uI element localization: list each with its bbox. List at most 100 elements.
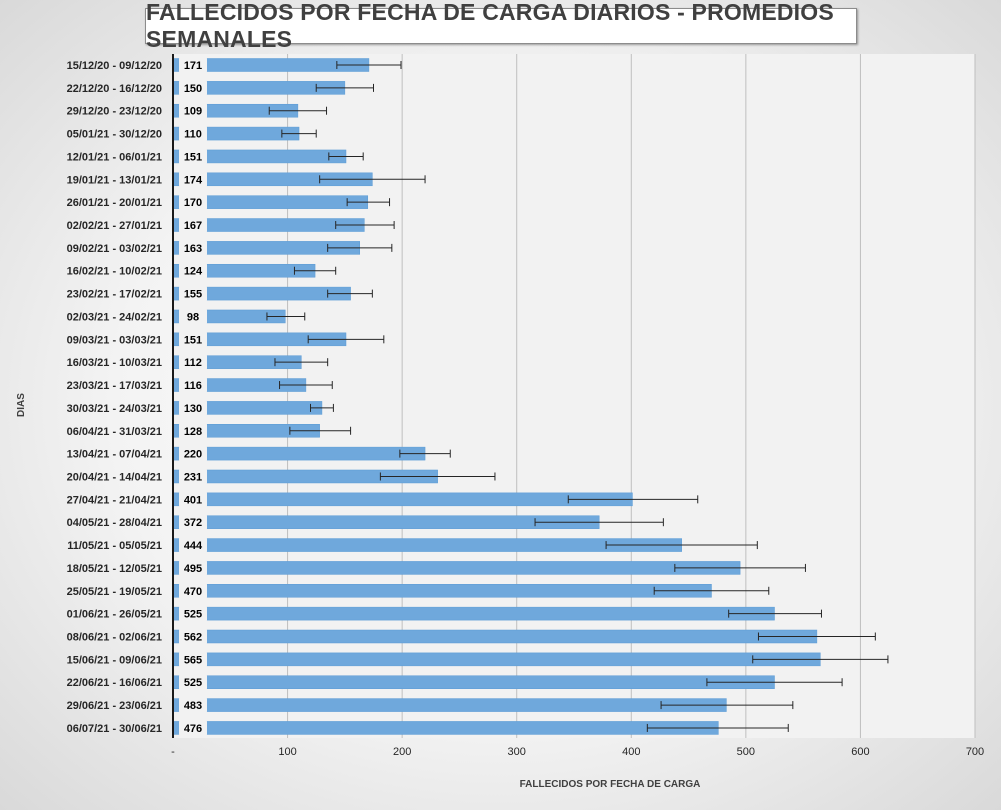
bar <box>172 652 821 667</box>
data-label: 476 <box>179 719 207 736</box>
category-label: 27/04/21 - 21/04/21 <box>67 494 162 506</box>
error-bar <box>309 403 334 412</box>
category-label: 11/05/21 - 05/05/21 <box>67 540 162 552</box>
error-bar <box>327 289 373 298</box>
error-bar <box>281 129 317 138</box>
data-label: 220 <box>179 445 207 462</box>
error-bar <box>293 266 337 275</box>
category-label: 30/03/21 - 24/03/21 <box>67 403 162 415</box>
category-label: 23/03/21 - 17/03/21 <box>67 380 162 392</box>
category-label: 20/04/21 - 14/04/21 <box>67 471 162 483</box>
category-label: 29/12/20 - 23/12/20 <box>67 106 162 118</box>
error-bar <box>674 563 806 572</box>
data-label: 170 <box>179 194 207 211</box>
error-bar <box>289 426 352 435</box>
bar <box>172 721 719 735</box>
x-tick-label: - <box>171 746 175 758</box>
category-label: 09/02/21 - 03/02/21 <box>67 243 162 255</box>
data-labels: 171 150 109 110 151 174 170 167 163 124 155 98 151 11… <box>179 57 207 736</box>
svg-text:110: 110 <box>184 129 202 141</box>
category-label: 12/01/21 - 06/01/21 <box>67 151 162 163</box>
error-bar <box>266 312 306 321</box>
error-bar <box>319 175 426 184</box>
svg-text:470: 470 <box>184 586 202 598</box>
data-label: 150 <box>179 79 207 96</box>
error-bars <box>266 61 889 732</box>
svg-text:220: 220 <box>184 449 202 461</box>
svg-text:401: 401 <box>184 494 202 506</box>
svg-text:151: 151 <box>184 151 202 163</box>
error-bar <box>399 449 451 458</box>
svg-text:444: 444 <box>184 540 203 552</box>
bar <box>172 584 712 598</box>
category-label: 15/12/20 - 09/12/20 <box>67 60 162 72</box>
category-label: 01/06/21 - 26/05/21 <box>67 609 162 621</box>
error-bar <box>268 106 328 115</box>
gridlines <box>287 54 976 738</box>
svg-text:495: 495 <box>184 563 202 575</box>
svg-text:150: 150 <box>184 83 202 95</box>
y-axis-title: DIAS <box>16 393 27 417</box>
category-label: 26/01/21 - 20/01/21 <box>67 197 162 209</box>
x-tick-label: 400 <box>622 746 640 758</box>
data-label: 151 <box>179 148 207 165</box>
category-label: 05/01/21 - 30/12/20 <box>67 129 162 141</box>
x-tick-label: 100 <box>278 746 296 758</box>
error-bar <box>757 632 876 641</box>
category-label: 08/06/21 - 02/06/21 <box>67 632 162 644</box>
data-label: 565 <box>179 651 207 668</box>
x-tick-label: 700 <box>966 746 984 758</box>
error-bar <box>660 701 794 710</box>
error-bar <box>327 243 393 252</box>
error-bar <box>315 83 374 92</box>
category-label: 23/02/21 - 17/02/21 <box>67 289 162 301</box>
data-label: 109 <box>179 102 207 119</box>
bar <box>172 561 741 575</box>
error-bar <box>336 61 402 69</box>
error-bar <box>728 609 822 618</box>
category-label: 09/03/21 - 03/03/21 <box>67 334 162 346</box>
category-label: 25/05/21 - 19/05/21 <box>67 586 162 598</box>
bar <box>172 629 818 644</box>
data-label: 372 <box>179 514 207 531</box>
data-label: 562 <box>179 628 207 645</box>
category-label: 22/12/20 - 16/12/20 <box>67 83 162 95</box>
data-label: 174 <box>179 171 207 188</box>
error-bar <box>534 518 664 527</box>
data-label: 525 <box>179 605 207 622</box>
data-label: 110 <box>179 125 207 142</box>
error-bar <box>646 723 789 732</box>
error-bar <box>605 541 758 550</box>
svg-text:116: 116 <box>184 380 202 392</box>
bar <box>172 675 775 689</box>
error-bar <box>307 335 385 344</box>
svg-text:483: 483 <box>184 700 202 712</box>
error-bar <box>379 472 496 481</box>
data-label: 444 <box>179 537 207 554</box>
x-tick-label: 500 <box>737 746 755 758</box>
svg-text:525: 525 <box>184 609 202 621</box>
error-bar <box>279 381 333 390</box>
x-tick-label: 200 <box>393 746 411 758</box>
svg-text:130: 130 <box>184 403 202 415</box>
data-label: 98 <box>179 308 207 325</box>
svg-text:525: 525 <box>184 677 202 689</box>
category-label: 19/01/21 - 13/01/21 <box>67 174 162 186</box>
svg-text:155: 155 <box>184 289 202 301</box>
x-axis-title: FALLECIDOS POR FECHA DE CARGA <box>520 779 701 790</box>
svg-text:372: 372 <box>184 517 202 529</box>
data-label: 116 <box>179 377 207 394</box>
data-label: 112 <box>179 354 207 371</box>
svg-text:170: 170 <box>184 197 202 209</box>
bar <box>172 606 775 621</box>
svg-text:476: 476 <box>184 723 202 735</box>
data-label: 525 <box>179 674 207 691</box>
data-label: 151 <box>179 331 207 348</box>
error-bar <box>328 152 364 161</box>
svg-text:151: 151 <box>184 334 202 346</box>
error-bar <box>706 678 843 687</box>
x-tick-label: 600 <box>851 746 869 758</box>
category-label: 02/02/21 - 27/01/21 <box>67 220 162 232</box>
bar <box>172 538 682 552</box>
